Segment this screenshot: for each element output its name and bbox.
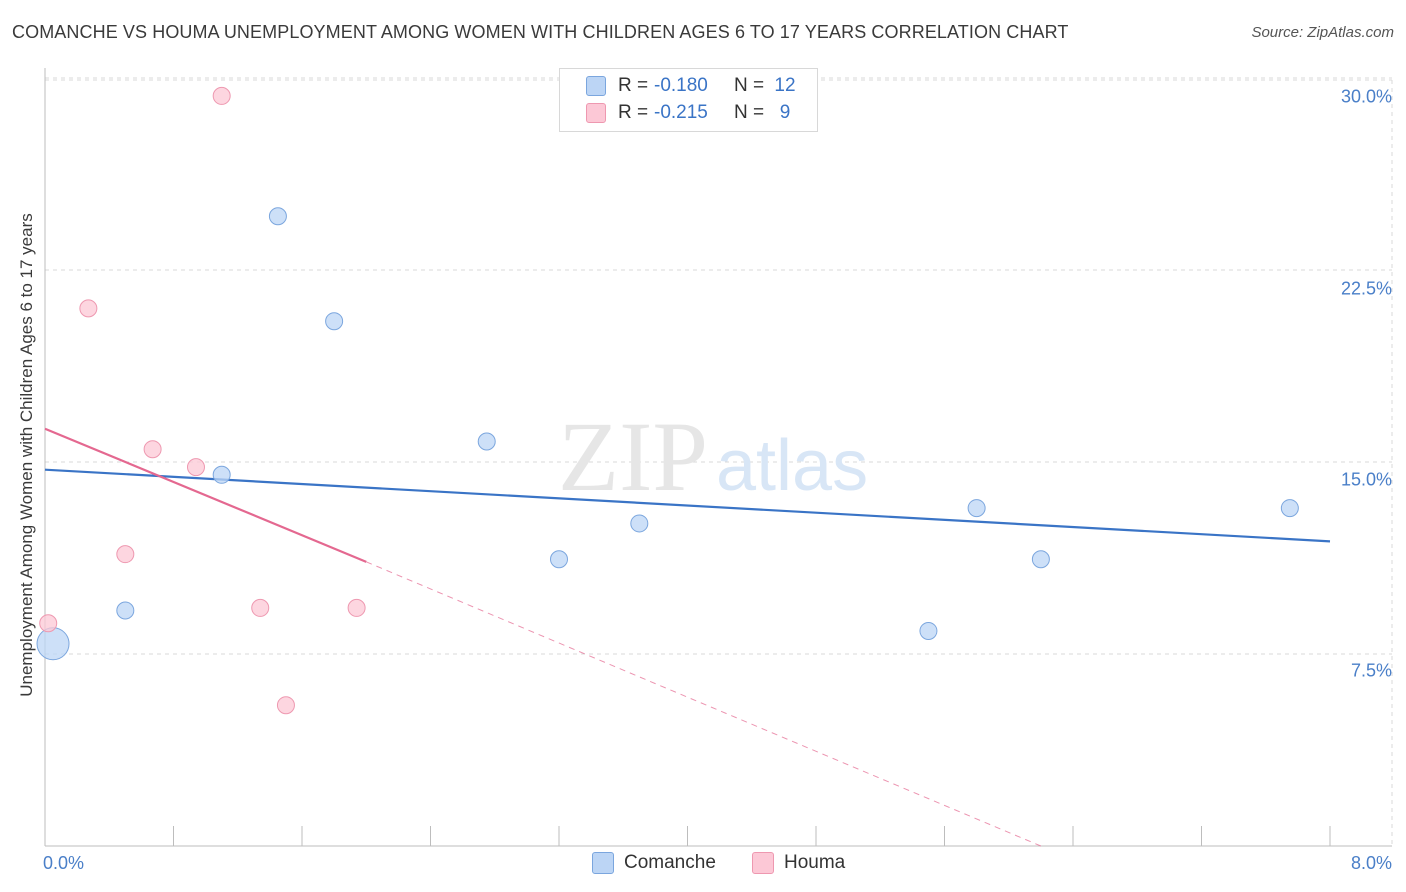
n-value: 9: [779, 102, 791, 123]
comanche-swatch: [586, 76, 606, 96]
houma-point: [276, 696, 295, 715]
houma-swatch: [586, 103, 606, 123]
r-value: -0.180: [654, 75, 708, 96]
y-tick-label: 15.0%: [1340, 469, 1392, 490]
houma-swatch: [752, 852, 774, 874]
y-tick-label: 22.5%: [1340, 278, 1392, 299]
comanche-point: [325, 312, 344, 331]
houma-point: [347, 598, 366, 617]
comanche-trend-line: [44, 468, 1331, 543]
n-value: 12: [774, 75, 796, 96]
n-label: N =: [734, 75, 765, 96]
x-tick-label: 0.0%: [43, 853, 85, 873]
comanche-point: [967, 499, 986, 518]
comanche-swatch: [592, 852, 614, 874]
houma-trend-extension: [366, 561, 1042, 847]
comanche-point: [268, 207, 287, 226]
legend-label: Houma: [784, 852, 846, 873]
source-label: Source: ZipAtlas.com: [1251, 24, 1394, 41]
houma-point: [143, 440, 162, 459]
houma-point: [186, 458, 205, 477]
comanche-point: [36, 627, 70, 661]
houma-point: [79, 299, 98, 318]
comanche-point: [1280, 499, 1299, 518]
legend-label: Comanche: [624, 852, 716, 873]
houma-point: [116, 545, 135, 564]
comanche-point: [116, 601, 135, 620]
comanche-point: [212, 465, 231, 484]
legend-item-houma: Houma: [752, 852, 845, 874]
r-label: R =: [618, 75, 649, 96]
legend-row-houma: R = -0.215 N = 9: [586, 101, 800, 125]
legend-row-comanche: R = -0.180 N = 12: [586, 74, 800, 98]
comanche-point: [630, 514, 649, 533]
comanche-point: [1031, 550, 1050, 569]
n-label: N =: [734, 102, 765, 123]
comanche-point: [550, 550, 568, 569]
comanche-point: [477, 432, 496, 451]
comanche-point: [919, 621, 938, 640]
r-label: R =: [618, 102, 649, 123]
watermark-zip: ZIP: [558, 401, 708, 512]
houma-trend-line: [44, 427, 367, 563]
houma-point: [251, 598, 270, 617]
y-tick-label: 7.5%: [1350, 660, 1392, 681]
stats-legend: R = -0.180 N = 12 R = -0.215 N = 9: [559, 68, 818, 132]
houma-point: [39, 614, 58, 633]
chart-title: COMANCHE VS HOUMA UNEMPLOYMENT AMONG WOM…: [12, 22, 1069, 42]
x-tick-label: 8.0%: [1350, 853, 1392, 873]
watermark-atlas: atlas: [716, 426, 868, 506]
legend-item-comanche: Comanche: [592, 852, 716, 874]
r-value: -0.215: [654, 102, 708, 123]
houma-point: [212, 86, 231, 105]
y-tick-label: 30.0%: [1340, 86, 1392, 107]
